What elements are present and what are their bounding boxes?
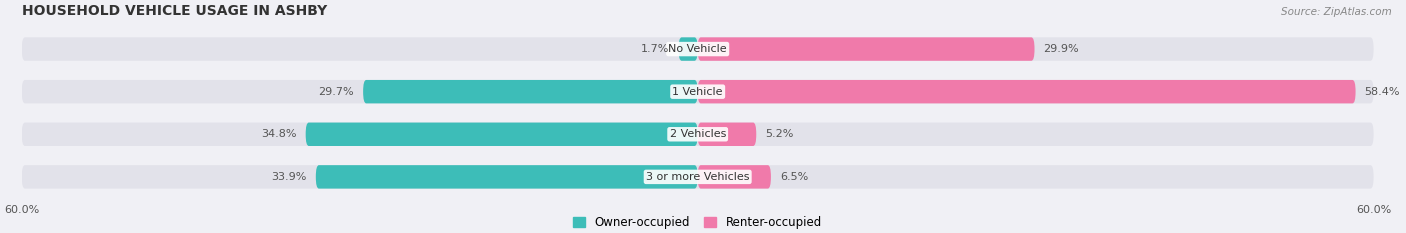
Text: 33.9%: 33.9% [271, 172, 307, 182]
FancyBboxPatch shape [363, 80, 697, 103]
Text: 1.7%: 1.7% [641, 44, 669, 54]
Text: 58.4%: 58.4% [1365, 87, 1400, 97]
Text: 29.7%: 29.7% [319, 87, 354, 97]
FancyBboxPatch shape [697, 37, 1035, 61]
Text: 34.8%: 34.8% [262, 129, 297, 139]
FancyBboxPatch shape [316, 165, 697, 188]
FancyBboxPatch shape [697, 80, 1355, 103]
FancyBboxPatch shape [21, 37, 1374, 61]
FancyBboxPatch shape [697, 123, 756, 146]
FancyBboxPatch shape [21, 165, 1374, 188]
FancyBboxPatch shape [21, 80, 1374, 103]
Text: HOUSEHOLD VEHICLE USAGE IN ASHBY: HOUSEHOLD VEHICLE USAGE IN ASHBY [21, 4, 328, 18]
FancyBboxPatch shape [679, 37, 697, 61]
Text: Source: ZipAtlas.com: Source: ZipAtlas.com [1281, 7, 1392, 17]
FancyBboxPatch shape [21, 123, 1374, 146]
Legend: Owner-occupied, Renter-occupied: Owner-occupied, Renter-occupied [574, 216, 823, 229]
Text: 29.9%: 29.9% [1043, 44, 1080, 54]
Text: 6.5%: 6.5% [780, 172, 808, 182]
FancyBboxPatch shape [697, 165, 770, 188]
Text: 3 or more Vehicles: 3 or more Vehicles [645, 172, 749, 182]
Text: 2 Vehicles: 2 Vehicles [669, 129, 725, 139]
Text: 1 Vehicle: 1 Vehicle [672, 87, 723, 97]
Text: 5.2%: 5.2% [765, 129, 793, 139]
FancyBboxPatch shape [305, 123, 697, 146]
Text: No Vehicle: No Vehicle [668, 44, 727, 54]
